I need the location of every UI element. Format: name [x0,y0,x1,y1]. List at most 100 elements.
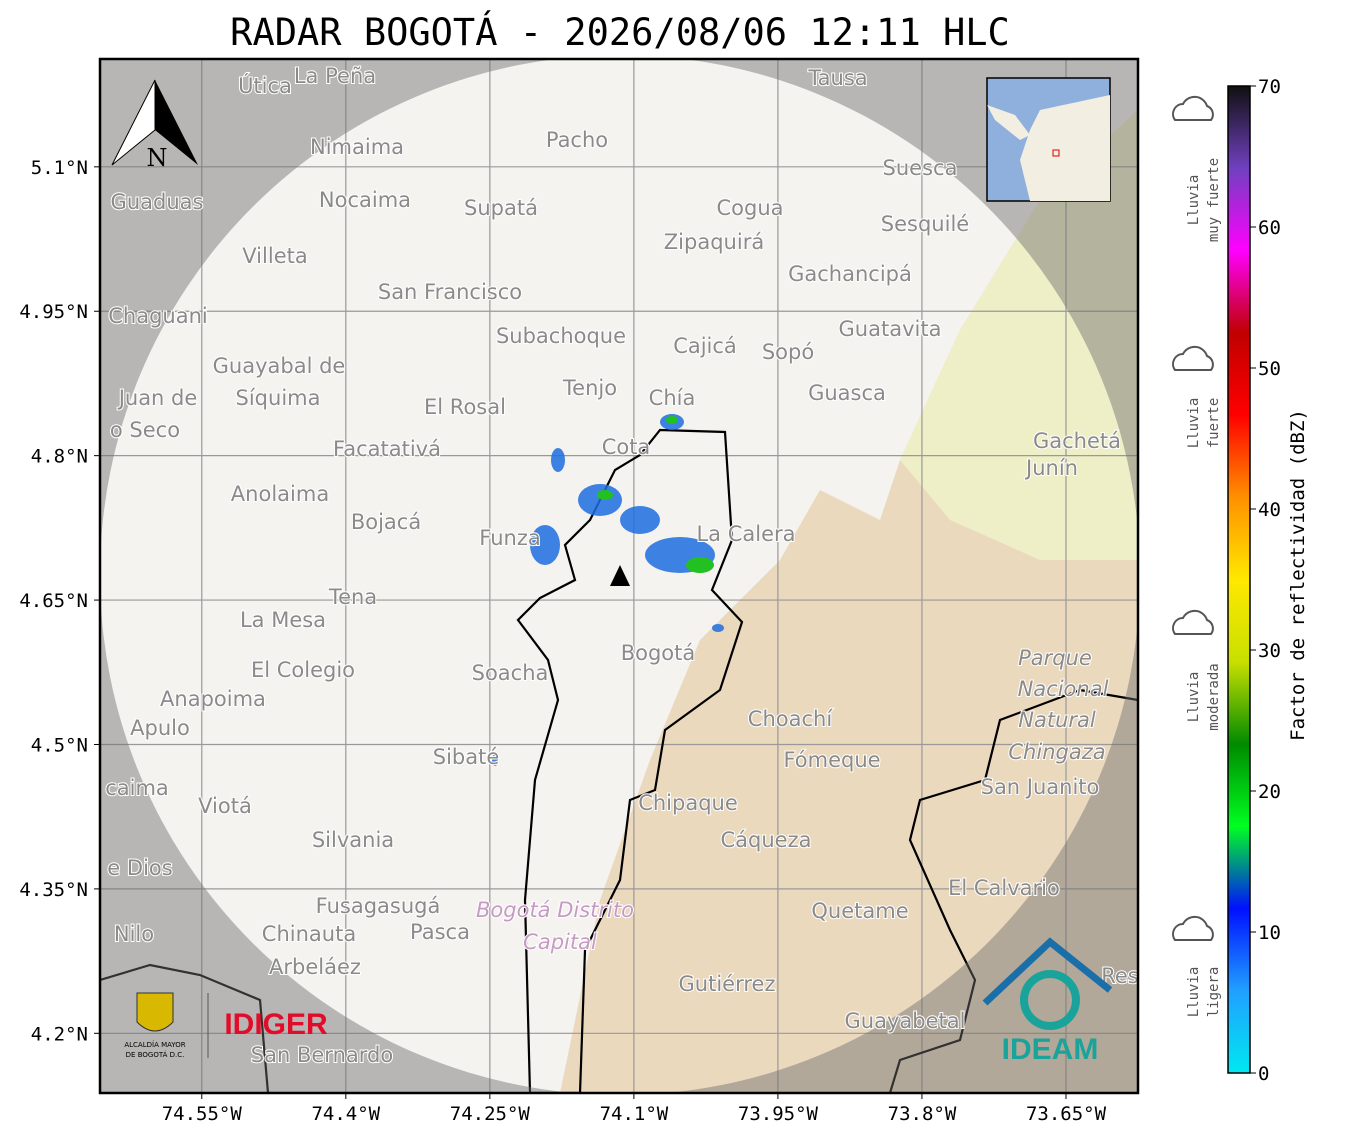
place-label: Suesca [883,156,958,180]
ideam-roof [982,937,1113,1006]
lon-tick-label: 73.95°W [738,1103,819,1125]
place-label: Sibaté [433,745,500,769]
radar-echoes-strong [597,416,714,573]
lat-tick-label: 4.8°N [31,446,88,468]
place-label: La Calera [696,522,795,546]
alcaldia-line: DE BOGOTÁ D.C. [126,1050,185,1059]
lat-tick-label: 4.2°N [31,1023,88,1045]
place-label: Cogua [716,196,783,220]
grid [100,59,1138,1093]
ideam-swirl [1020,970,1080,1030]
place-label: Chía [649,386,696,410]
rain-category: Lluvia [1186,672,1202,723]
north-arrow: N [111,79,198,172]
park-label: Natural [1018,708,1096,732]
place-label: Sopó [762,340,814,364]
colorbar-tick-label: 70 [1258,76,1281,98]
echo [686,557,714,573]
place-label: Guatavita [839,317,942,341]
rain-category: muy fuerte [1206,158,1222,242]
rain-icon [1172,345,1214,371]
place-label: Tausa [807,66,867,90]
place-label: Apulo [130,716,190,740]
place-label: Cajicá [673,334,737,358]
lat-tick-label: 4.95°N [19,301,88,323]
alcaldia-line: ALCALDÍA MAYOR [124,1040,185,1049]
rain-category: fuerte [1206,398,1222,449]
place-label: Subachoque [496,324,626,348]
place-label: Chaguani [108,304,208,328]
place-label: e Dios [107,856,172,880]
colorbar-label: Factor de reflectividad (dBZ) [1287,409,1309,741]
place-label: Facatativá [333,437,441,461]
place-label: Anapoima [160,687,266,711]
place-label: La Mesa [240,608,326,632]
place-label: Junín [1024,456,1078,480]
colorbar-tick-label: 30 [1258,640,1281,662]
radar-site [610,565,630,586]
place-label: Fusagasugá [316,894,441,918]
colorbar: 0 10 20 30 40 50 60 70 Factor de reflectividad (… [1172,76,1309,1085]
park-label: Parque [1018,646,1092,670]
colorbar-tick-label: 20 [1258,781,1281,803]
place-label: o Seco [110,418,180,442]
place-label: Guaduas [111,190,204,214]
place-label: El Rosal [424,395,506,419]
place-label: El Calvario [948,876,1060,900]
place-label: Arbeláez [269,955,361,979]
place-label: Sesquilé [881,212,969,236]
lat-tick-label: 4.5°N [31,734,88,756]
colorbar-tick-label: 50 [1258,358,1281,380]
place-label: Cáqueza [721,828,812,852]
place-label: Pacho [546,128,608,152]
park-label: Chingaza [1008,740,1105,764]
place-label: Guayabetal [845,1009,966,1033]
place-label: El Colegio [251,658,355,682]
axes: 5.1°N 4.95°N 4.8°N 4.65°N 4.5°N 4.35°N 4.2°N 74… [19,157,1106,1125]
place-label: Quetame [811,899,908,923]
lon-tick-label: 74.1°W [600,1103,669,1125]
place-labels: Útica La Peña Tausa Pacho Nimaima Suesca Guadu… [104,63,1138,1068]
place-label: Funza [479,526,540,550]
place-label: San Francisco [378,280,522,304]
ideam-logo: IDEAM [1002,1033,1099,1066]
place-label: Supatá [464,196,538,220]
arrow-right [155,80,198,165]
place-label: caima [105,776,169,800]
place-label: Bojacá [351,510,421,534]
title: RADAR BOGOTÁ - 2026/08/06 12:11 HLC [230,10,1010,54]
logos: ALCALDÍA MAYOR DE BOGOTÁ D.C. IDIGER IDE… [124,937,1113,1066]
place-label: Anolaima [231,482,329,506]
place-label: San Juanito [981,775,1100,799]
place-label: Zipaquirá [664,230,764,254]
place-label: La Peña [294,64,376,88]
place-label: Gachetá [1033,429,1121,453]
colorbar-fill [1227,85,1251,1074]
rain-category: ligera [1206,967,1222,1018]
park-label: Nacional [1018,677,1109,701]
lon-tick-label: 74.55°W [162,1103,243,1125]
echo [597,490,613,500]
place-label: Juan de [117,386,198,410]
place-label: Bogotá [621,641,696,665]
place-label: Soacha [472,661,549,685]
place-label: Chipaque [638,791,738,815]
rain-category: Lluvia [1186,175,1202,226]
place-label: Cota [602,435,651,459]
idiger-logo: IDIGER [224,1008,328,1041]
district-label: Capital [523,930,597,954]
place-label: Villeta [242,244,307,268]
lon-tick-label: 74.25°W [450,1103,531,1125]
place-label: Nocaima [319,188,411,212]
rain-category: moderada [1206,663,1222,730]
rain-category: Lluvia [1186,967,1202,1018]
colorbar-tick-label: 40 [1258,499,1281,521]
place-label: Chinauta [262,922,356,946]
place-label: Choachí [748,707,834,731]
colorbar-tick-label: 10 [1258,922,1281,944]
inset-land [987,95,1110,201]
place-label: Nilo [114,922,154,946]
place-label: Viotá [198,794,252,818]
lat-tick-label: 4.35°N [19,879,88,901]
